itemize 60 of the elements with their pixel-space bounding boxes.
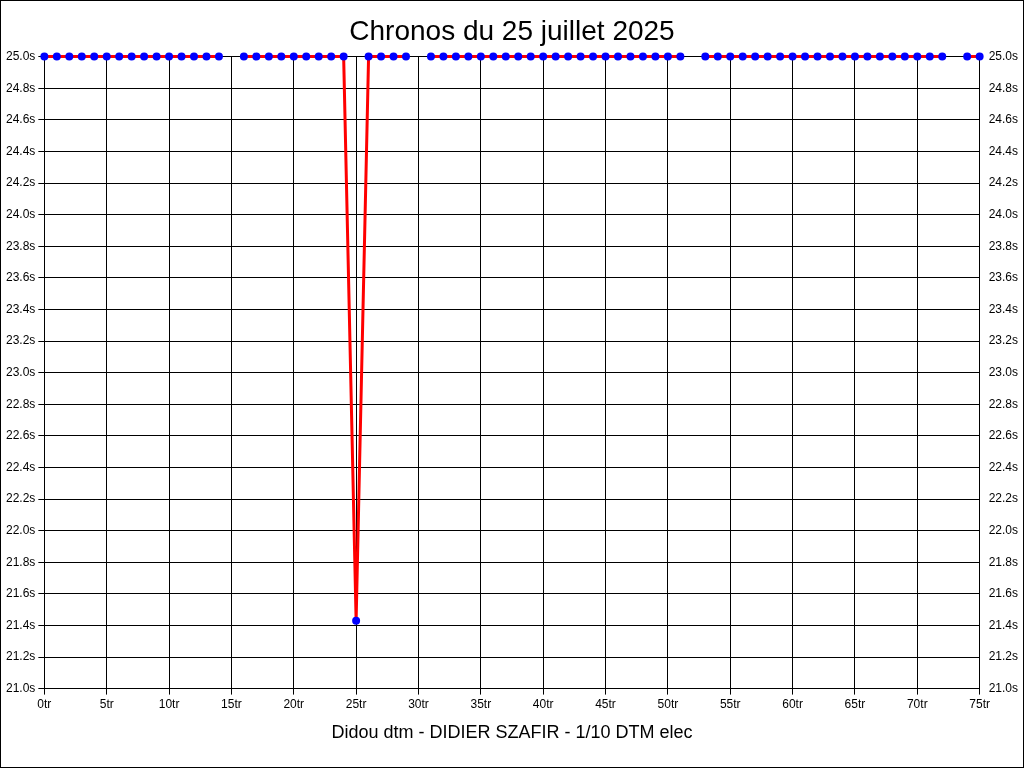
y2-tick-label: 23.2s: [988, 333, 1018, 348]
text: Didou dtm - DIDIER SZAFIR - 1/10 DTM elec: [331, 721, 693, 742]
x-tick-label: 55tr: [719, 697, 741, 712]
y2-tick-label: 22.8s: [988, 396, 1018, 411]
y-tick-label: 23.4s: [6, 301, 36, 316]
x-tick-label: 45tr: [595, 697, 616, 712]
y-tick-label: 23.2s: [6, 333, 36, 348]
y-tick-label: 24.0s: [6, 206, 36, 221]
y2-tick-label: 23.6s: [988, 270, 1018, 285]
y2-tick-label: 23.0s: [988, 364, 1018, 379]
y-tick-label: 23.0s: [6, 364, 36, 379]
y2-tick-label: 21.4s: [988, 617, 1018, 632]
y-tick-label: 21.4s: [6, 617, 36, 632]
y2-tick-label: 22.4s: [988, 459, 1018, 474]
x-tick-label: 10tr: [158, 697, 180, 712]
y2-tick-label: 21.8s: [988, 554, 1018, 569]
x-tick-label: 25tr: [345, 697, 367, 712]
y2-tick-label: 23.8s: [988, 238, 1018, 253]
y-tick-label: 21.8s: [6, 554, 36, 569]
x-tick-label: 0tr: [37, 697, 52, 712]
y-tick-label: 24.2s: [6, 175, 36, 190]
y-tick-label: 24.4s: [6, 143, 36, 158]
y-tick-label: 21.6s: [6, 586, 36, 601]
y-tick-label: 22.2s: [6, 491, 36, 506]
y-tick-label: 22.6s: [6, 428, 36, 443]
y-tick-label: 21.0s: [6, 680, 36, 695]
y-tick-label: 22.8s: [6, 396, 36, 411]
y2-tick-label: 24.6s: [988, 112, 1018, 127]
x-tick-label: 65tr: [844, 697, 866, 712]
y2-tick-label: 22.2s: [988, 491, 1018, 506]
y2-tick-label: 22.6s: [988, 428, 1018, 443]
x-tick-label: 5tr: [99, 697, 114, 712]
y-tick-label: 22.4s: [6, 459, 36, 474]
x-tick-label: 15tr: [221, 697, 242, 712]
y2-tick-label: 21.2s: [988, 649, 1018, 664]
y-tick-label: 24.6s: [6, 112, 36, 127]
x-tick-label: 30tr: [408, 697, 429, 712]
x-tick-label: 50tr: [657, 697, 679, 712]
y2-tick-label: 24.0s: [988, 206, 1018, 221]
y2-tick-label: 23.4s: [988, 301, 1018, 316]
y-tick-label: 21.2s: [6, 649, 36, 664]
x-tick-label: 40tr: [532, 697, 554, 712]
x-tick-label: 70tr: [906, 697, 928, 712]
y-tick-label: 23.8s: [6, 238, 36, 253]
x-tick-label: 75tr: [969, 697, 990, 712]
y2-tick-label: 21.0s: [988, 680, 1018, 695]
y-tick-label: 24.8s: [6, 80, 36, 95]
x-tick-label: 35tr: [470, 697, 492, 712]
y2-tick-label: 22.0s: [988, 522, 1018, 537]
y-tick-label: 25.0s: [6, 48, 36, 63]
x-tick-label: 20tr: [283, 697, 305, 712]
y2-tick-label: 21.6s: [988, 586, 1018, 601]
chart-title: Chronos du 25 juillet 2025: [349, 14, 675, 46]
y2-tick-label: 25.0s: [988, 48, 1018, 63]
y2-tick-label: 24.8s: [988, 80, 1018, 95]
y2-tick-label: 24.2s: [988, 175, 1018, 190]
y-tick-label: 23.6s: [6, 270, 36, 285]
y-tick-label: 22.0s: [6, 522, 36, 537]
y2-tick-label: 24.4s: [988, 143, 1018, 158]
x-tick-label: 60tr: [782, 697, 803, 712]
